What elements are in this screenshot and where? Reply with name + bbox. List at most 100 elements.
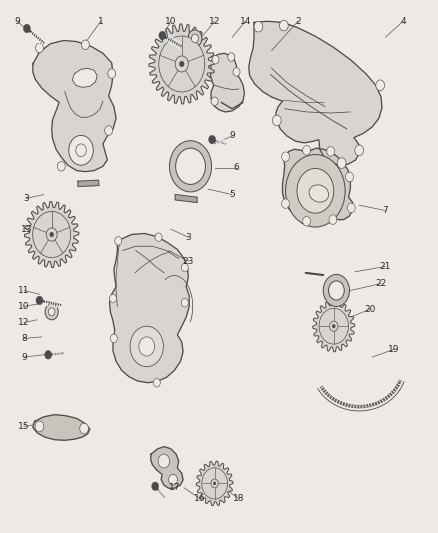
Text: 18: 18 (233, 494, 244, 503)
Circle shape (169, 474, 177, 485)
Circle shape (170, 141, 212, 192)
Circle shape (181, 263, 188, 272)
Circle shape (46, 228, 57, 241)
Circle shape (45, 351, 52, 359)
Circle shape (108, 69, 116, 78)
Text: 16: 16 (194, 494, 205, 503)
Circle shape (191, 34, 198, 43)
Circle shape (76, 144, 86, 157)
Circle shape (332, 325, 335, 328)
Text: 17: 17 (170, 483, 181, 492)
Polygon shape (283, 148, 353, 222)
Circle shape (211, 97, 218, 106)
Circle shape (105, 126, 113, 135)
Circle shape (175, 56, 188, 72)
Circle shape (35, 421, 44, 432)
Circle shape (279, 20, 288, 31)
Circle shape (110, 294, 117, 303)
Circle shape (180, 61, 184, 67)
Circle shape (48, 308, 55, 316)
Circle shape (355, 145, 364, 156)
Circle shape (176, 148, 205, 184)
Circle shape (297, 168, 334, 213)
Text: 12: 12 (209, 17, 220, 26)
Circle shape (155, 233, 162, 241)
Text: 14: 14 (240, 17, 251, 26)
Ellipse shape (309, 185, 328, 202)
Circle shape (35, 43, 43, 53)
Polygon shape (175, 195, 197, 203)
Text: 22: 22 (375, 279, 387, 288)
Circle shape (208, 135, 215, 144)
Text: 12: 12 (18, 318, 30, 327)
Circle shape (337, 158, 346, 168)
Circle shape (188, 30, 202, 47)
Text: 7: 7 (382, 206, 389, 215)
Circle shape (286, 155, 345, 227)
Circle shape (329, 321, 338, 332)
Circle shape (152, 482, 159, 490)
Circle shape (139, 337, 155, 356)
Text: 21: 21 (380, 262, 391, 271)
Polygon shape (33, 41, 116, 172)
Text: 3: 3 (23, 194, 29, 203)
Circle shape (36, 296, 43, 305)
Circle shape (153, 378, 160, 387)
Text: 19: 19 (389, 345, 400, 353)
Circle shape (69, 135, 93, 165)
Text: 9: 9 (21, 353, 27, 361)
Circle shape (346, 172, 353, 182)
Circle shape (159, 36, 205, 92)
Circle shape (81, 40, 89, 50)
Circle shape (80, 423, 88, 434)
Circle shape (159, 31, 166, 40)
Text: 10: 10 (165, 17, 177, 26)
Circle shape (158, 454, 170, 468)
Polygon shape (25, 201, 79, 268)
Circle shape (57, 161, 65, 171)
Circle shape (254, 21, 263, 32)
Text: 6: 6 (233, 164, 240, 172)
Circle shape (303, 216, 311, 226)
Circle shape (45, 304, 58, 320)
Polygon shape (110, 233, 189, 383)
Polygon shape (149, 24, 215, 104)
Text: 4: 4 (400, 17, 406, 26)
Text: 9: 9 (14, 17, 21, 26)
Text: 2: 2 (295, 17, 300, 26)
Circle shape (282, 199, 290, 208)
Circle shape (328, 281, 344, 300)
Circle shape (329, 215, 337, 224)
Polygon shape (196, 461, 233, 506)
Circle shape (347, 203, 355, 213)
Circle shape (115, 237, 122, 245)
Polygon shape (313, 301, 355, 352)
Circle shape (213, 482, 216, 485)
Text: 8: 8 (21, 334, 27, 343)
Circle shape (376, 80, 385, 91)
Text: 9: 9 (229, 132, 235, 140)
Text: 10: 10 (18, 302, 30, 311)
Text: 3: 3 (185, 233, 191, 241)
Circle shape (319, 308, 349, 344)
Polygon shape (72, 68, 97, 87)
Circle shape (303, 146, 311, 155)
Circle shape (23, 24, 30, 33)
Polygon shape (249, 21, 382, 165)
Polygon shape (33, 415, 90, 440)
Text: 13: 13 (21, 225, 32, 233)
Circle shape (110, 334, 117, 343)
Polygon shape (78, 180, 99, 187)
Text: 23: 23 (183, 257, 194, 265)
Circle shape (282, 152, 290, 161)
Circle shape (211, 479, 218, 488)
Circle shape (272, 115, 281, 126)
Circle shape (228, 53, 235, 61)
Circle shape (323, 274, 350, 306)
Circle shape (233, 68, 240, 76)
Text: 15: 15 (18, 422, 30, 431)
Circle shape (327, 147, 335, 156)
Circle shape (33, 212, 71, 257)
Polygon shape (151, 447, 183, 488)
Text: 5: 5 (229, 190, 235, 199)
